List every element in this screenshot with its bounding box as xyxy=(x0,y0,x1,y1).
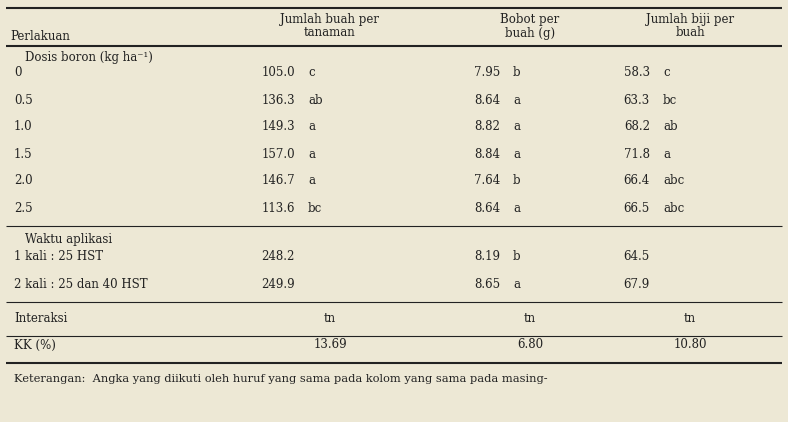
Text: Jumlah biji per: Jumlah biji per xyxy=(646,14,734,27)
Text: 8.64: 8.64 xyxy=(474,94,500,106)
Text: 0.5: 0.5 xyxy=(14,94,33,106)
Text: a: a xyxy=(308,121,315,133)
Text: 68.2: 68.2 xyxy=(624,121,650,133)
Text: a: a xyxy=(513,278,520,290)
Text: c: c xyxy=(308,67,314,79)
Text: a: a xyxy=(513,148,520,160)
Text: tn: tn xyxy=(684,311,696,325)
Text: ab: ab xyxy=(308,94,322,106)
Text: a: a xyxy=(308,175,315,187)
Text: 7.95: 7.95 xyxy=(474,67,500,79)
Text: 64.5: 64.5 xyxy=(624,251,650,263)
Text: 249.9: 249.9 xyxy=(262,278,295,290)
Text: 8.64: 8.64 xyxy=(474,201,500,214)
Text: 2.0: 2.0 xyxy=(14,175,32,187)
Text: bc: bc xyxy=(663,94,677,106)
Text: abc: abc xyxy=(663,175,684,187)
Text: 7.64: 7.64 xyxy=(474,175,500,187)
Text: 8.19: 8.19 xyxy=(474,251,500,263)
Text: a: a xyxy=(513,121,520,133)
Text: 8.84: 8.84 xyxy=(474,148,500,160)
Text: ab: ab xyxy=(663,121,678,133)
Text: bc: bc xyxy=(308,201,322,214)
Text: 248.2: 248.2 xyxy=(262,251,295,263)
Text: 8.65: 8.65 xyxy=(474,278,500,290)
Text: 146.7: 146.7 xyxy=(262,175,295,187)
Text: Perlakuan: Perlakuan xyxy=(10,30,70,43)
Text: Jumlah buah per: Jumlah buah per xyxy=(281,14,380,27)
Text: b: b xyxy=(513,67,521,79)
Text: a: a xyxy=(513,201,520,214)
Text: 66.4: 66.4 xyxy=(624,175,650,187)
Text: b: b xyxy=(513,251,521,263)
Text: abc: abc xyxy=(663,201,684,214)
Text: 58.3: 58.3 xyxy=(624,67,650,79)
Text: 13.69: 13.69 xyxy=(313,338,347,352)
Text: buah (g): buah (g) xyxy=(505,27,555,40)
Text: a: a xyxy=(663,148,670,160)
Text: tn: tn xyxy=(524,311,536,325)
Text: 66.5: 66.5 xyxy=(624,201,650,214)
Text: 1 kali : 25 HST: 1 kali : 25 HST xyxy=(14,251,103,263)
Text: 0: 0 xyxy=(14,67,21,79)
Text: KK (%): KK (%) xyxy=(14,338,56,352)
Text: 105.0: 105.0 xyxy=(262,67,295,79)
Text: 63.3: 63.3 xyxy=(624,94,650,106)
Text: 2.5: 2.5 xyxy=(14,201,32,214)
Text: 1.5: 1.5 xyxy=(14,148,32,160)
Text: 10.80: 10.80 xyxy=(673,338,707,352)
Text: 2 kali : 25 dan 40 HST: 2 kali : 25 dan 40 HST xyxy=(14,278,147,290)
Text: tn: tn xyxy=(324,311,336,325)
Text: 113.6: 113.6 xyxy=(262,201,295,214)
Text: Bobot per: Bobot per xyxy=(500,14,559,27)
Text: 157.0: 157.0 xyxy=(262,148,295,160)
Text: 136.3: 136.3 xyxy=(262,94,295,106)
Text: buah: buah xyxy=(675,27,704,40)
Text: 6.80: 6.80 xyxy=(517,338,543,352)
Text: Interaksi: Interaksi xyxy=(14,311,68,325)
Text: b: b xyxy=(513,175,521,187)
Text: 67.9: 67.9 xyxy=(624,278,650,290)
Text: a: a xyxy=(308,148,315,160)
Text: c: c xyxy=(663,67,670,79)
Text: Keterangan:  Angka yang diikuti oleh huruf yang sama pada kolom yang sama pada m: Keterangan: Angka yang diikuti oleh huru… xyxy=(14,374,548,384)
Text: tanaman: tanaman xyxy=(304,27,356,40)
Text: 71.8: 71.8 xyxy=(624,148,650,160)
Text: a: a xyxy=(513,94,520,106)
Text: Waktu aplikasi: Waktu aplikasi xyxy=(10,233,112,246)
Text: 8.82: 8.82 xyxy=(474,121,500,133)
Text: 149.3: 149.3 xyxy=(262,121,295,133)
Text: 1.0: 1.0 xyxy=(14,121,32,133)
Text: Dosis boron (kg ha⁻¹): Dosis boron (kg ha⁻¹) xyxy=(10,51,153,63)
